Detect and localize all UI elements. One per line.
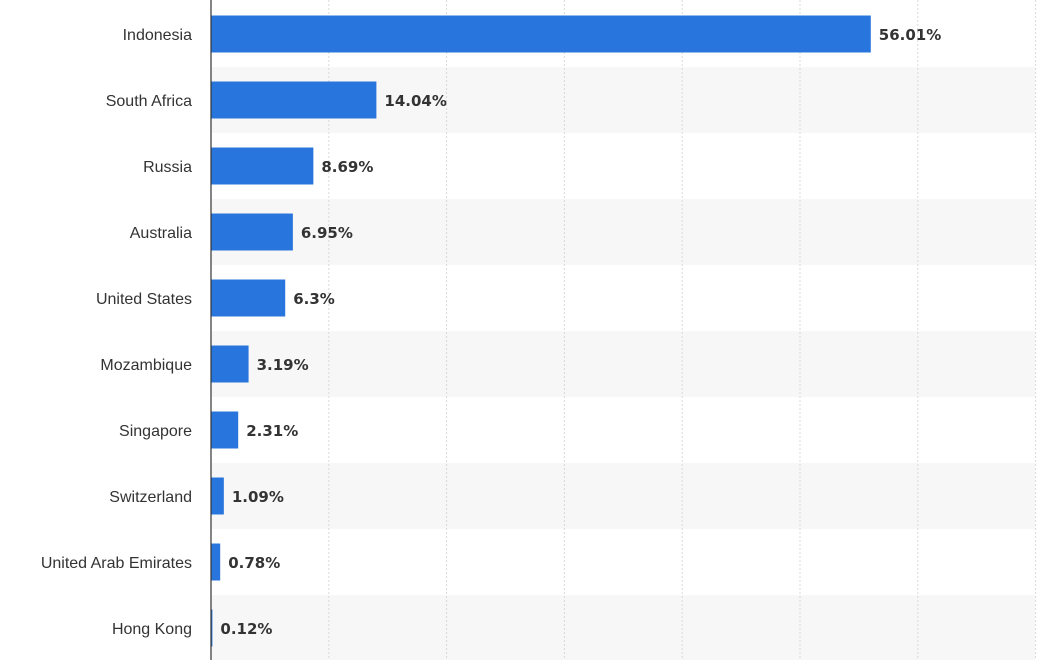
value-label: 14.04% bbox=[384, 92, 446, 110]
bar bbox=[211, 477, 224, 515]
row-band bbox=[211, 199, 1035, 265]
value-label: 1.09% bbox=[232, 488, 284, 506]
category-label: Hong Kong bbox=[112, 621, 192, 638]
category-label: United States bbox=[96, 291, 192, 308]
category-label: Indonesia bbox=[123, 27, 192, 44]
bar bbox=[211, 411, 239, 449]
category-label: Russia bbox=[143, 159, 192, 176]
value-label: 2.31% bbox=[246, 422, 298, 440]
bar bbox=[211, 213, 293, 251]
category-label: United Arab Emirates bbox=[41, 555, 192, 572]
bar bbox=[211, 543, 221, 581]
bar bbox=[211, 279, 286, 317]
bar bbox=[211, 609, 213, 647]
bar bbox=[211, 15, 871, 53]
value-label: 0.12% bbox=[220, 620, 272, 638]
value-label: 6.3% bbox=[293, 290, 335, 308]
row-band bbox=[211, 463, 1035, 529]
category-label: Australia bbox=[130, 225, 192, 242]
bar bbox=[211, 345, 249, 383]
value-label: 56.01% bbox=[879, 26, 941, 44]
row-band bbox=[211, 331, 1035, 397]
category-label: Mozambique bbox=[100, 357, 192, 374]
value-label: 3.19% bbox=[257, 356, 309, 374]
value-label: 6.95% bbox=[301, 224, 353, 242]
bar bbox=[211, 147, 314, 185]
category-label: South Africa bbox=[106, 93, 192, 110]
row-band bbox=[211, 595, 1035, 660]
category-label: Switzerland bbox=[109, 489, 192, 506]
category-label: Singapore bbox=[119, 423, 192, 440]
bar bbox=[211, 81, 377, 119]
value-label: 0.78% bbox=[228, 554, 280, 572]
value-label: 8.69% bbox=[321, 158, 373, 176]
